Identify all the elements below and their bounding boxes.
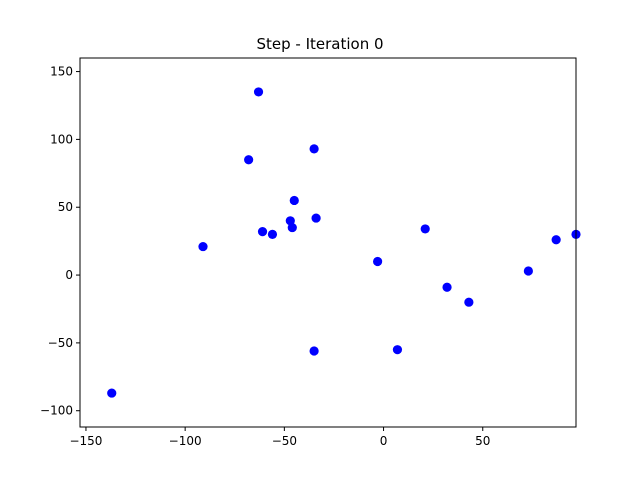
data-point (289, 195, 299, 206)
y-tick-label: 50 (58, 200, 73, 214)
x-tick-label: −100 (169, 434, 202, 448)
data-point (464, 297, 474, 307)
y-tick-label: 100 (50, 132, 73, 146)
y-tick-label: 0 (65, 268, 73, 282)
y-tick-label: −50 (48, 336, 73, 350)
data-point (257, 227, 268, 237)
points-layer (107, 87, 581, 398)
x-tick-label: −50 (272, 434, 297, 448)
data-point (267, 229, 278, 239)
data-point (442, 282, 452, 292)
x-tick-label: 50 (475, 434, 490, 448)
x-tick-label: 0 (380, 434, 388, 448)
data-point (551, 235, 561, 245)
data-point (392, 345, 403, 355)
y-tick-label: −100 (40, 404, 73, 418)
data-point (244, 155, 254, 165)
data-point (420, 224, 430, 234)
data-point (523, 266, 533, 276)
y-tick-label: 150 (50, 65, 73, 79)
data-point (311, 213, 321, 223)
data-point (253, 87, 264, 97)
data-point (198, 241, 208, 252)
data-point (373, 256, 383, 267)
data-point (287, 222, 297, 233)
data-point (309, 346, 319, 356)
x-axis: −150 −100 −50 0 50 (69, 427, 490, 448)
data-point (107, 388, 117, 398)
chart-title: Step - Iteration 0 (256, 35, 383, 53)
data-point (309, 144, 319, 154)
plot-frame (79, 57, 577, 428)
x-tick-label: −150 (69, 434, 102, 448)
y-axis: −100 −50 0 50 100 150 (40, 65, 80, 418)
